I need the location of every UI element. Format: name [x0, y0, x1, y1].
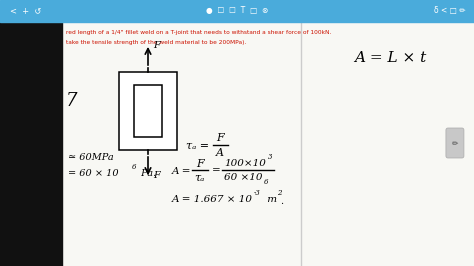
Text: A = 1.667 × 10: A = 1.667 × 10	[172, 194, 253, 203]
Text: <  +  ↺: < + ↺	[10, 6, 41, 15]
Text: Pa.: Pa.	[137, 168, 156, 177]
Text: 2: 2	[277, 189, 282, 197]
Text: take the tensile strength of the weld material to be 200MPa).: take the tensile strength of the weld ma…	[65, 40, 246, 45]
Bar	[134, 85, 162, 137]
FancyBboxPatch shape	[446, 128, 464, 158]
Text: A = L × t: A = L × t	[354, 51, 427, 65]
Text: ●  ☐  ☐  T  □  ⊗: ● ☐ ☐ T □ ⊗	[206, 6, 268, 15]
Text: F: F	[153, 172, 160, 181]
Bar	[0, 22, 62, 266]
Text: F: F	[153, 41, 160, 51]
Text: ✏: ✏	[452, 139, 458, 148]
Text: τₐ =: τₐ =	[186, 141, 209, 151]
Text: m: m	[264, 194, 277, 203]
Text: .: .	[280, 197, 283, 206]
Text: 100×10: 100×10	[224, 159, 266, 168]
Text: =: =	[212, 167, 221, 176]
Bar	[0, 0, 474, 22]
Text: = 60 × 10: = 60 × 10	[68, 168, 118, 177]
Text: 6: 6	[264, 178, 268, 186]
Text: A: A	[216, 148, 224, 158]
Text: 6: 6	[132, 163, 136, 171]
Text: 60 ×10: 60 ×10	[224, 173, 263, 182]
Bar	[119, 72, 177, 150]
Text: 7: 7	[65, 92, 77, 110]
Text: δ < □ ✏: δ < □ ✏	[434, 6, 466, 15]
Bar	[62, 22, 474, 266]
Text: τₐ: τₐ	[194, 173, 204, 183]
Text: red length of a 1/4" fillet weld on a T-joint that needs to withstand a shear fo: red length of a 1/4" fillet weld on a T-…	[65, 30, 331, 35]
Text: F: F	[196, 159, 204, 169]
Text: -3: -3	[254, 189, 261, 197]
Text: ≃ 60MPa: ≃ 60MPa	[68, 153, 113, 163]
Text: 3: 3	[268, 153, 273, 161]
Text: A =: A =	[172, 167, 191, 176]
Text: F: F	[216, 133, 224, 143]
